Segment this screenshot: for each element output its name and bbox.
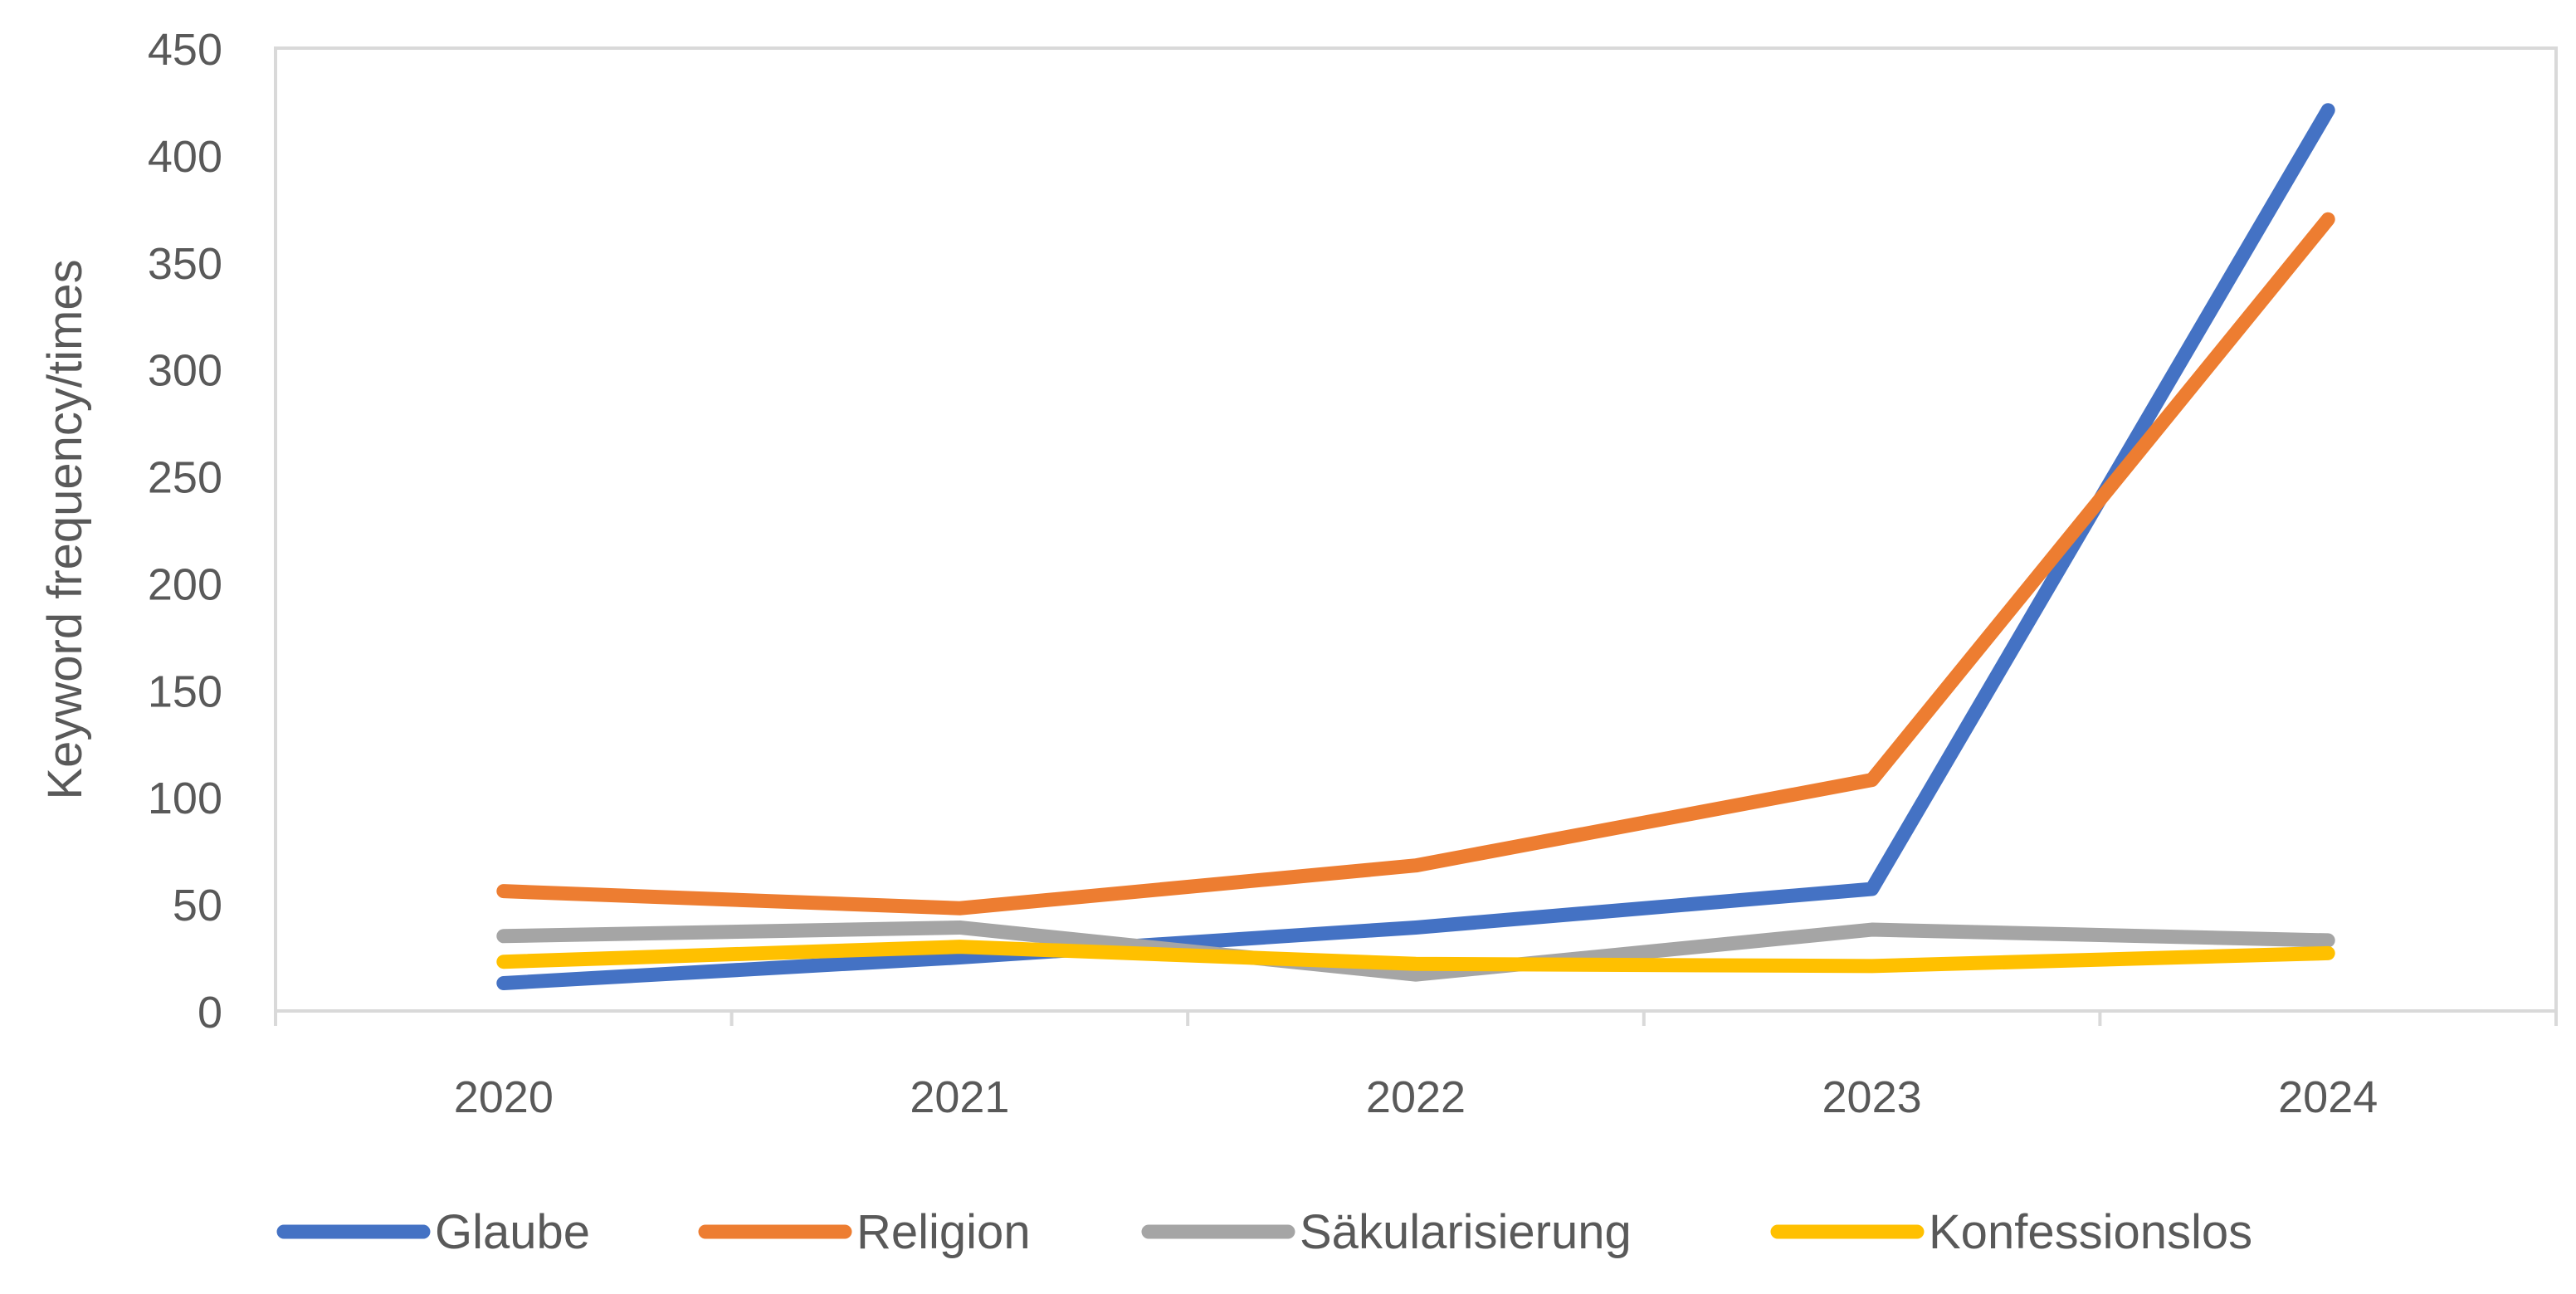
legend-label: Religion (856, 1205, 1031, 1259)
y-axis-label: Keyword frequency/times (38, 259, 92, 799)
x-tick-label: 2020 (454, 1072, 554, 1122)
x-tick-label: 2024 (2278, 1072, 2378, 1122)
y-tick-label: 100 (148, 774, 222, 823)
legend-label: Konfessionslos (1929, 1205, 2252, 1259)
legend-label: Säkularisierung (1300, 1205, 1632, 1259)
x-tick-label: 2022 (1366, 1072, 1466, 1122)
series-line-religion (496, 212, 2335, 916)
y-tick-label: 350 (148, 239, 222, 289)
legend-label: Glaube (435, 1205, 590, 1259)
y-tick-label: 300 (148, 346, 222, 396)
y-tick-label: 450 (148, 25, 222, 75)
y-tick-label: 400 (148, 132, 222, 182)
x-tick-label: 2023 (1822, 1072, 1922, 1122)
series-line-glaube (496, 103, 2335, 990)
x-tick-label: 2021 (910, 1072, 1009, 1122)
y-tick-label: 200 (148, 559, 222, 609)
legend-item: Konfessionslos (1770, 1205, 2252, 1259)
series-line-säkularisierung (496, 920, 2335, 982)
y-tick-label: 150 (148, 667, 222, 716)
plot-area (274, 46, 2558, 1013)
legend-item: Religion (698, 1205, 1031, 1259)
y-tick-label: 50 (173, 881, 222, 930)
legend-item: Säkularisierung (1141, 1205, 1632, 1259)
legend-item: Glaube (276, 1205, 590, 1259)
y-axis: 0 50 100 150 200 250 300 350 400 450 (148, 25, 222, 1038)
y-tick-label: 250 (148, 453, 222, 503)
series-line-konfessionslos (496, 940, 2335, 974)
y-tick-label: 0 (198, 988, 222, 1038)
x-axis: 2020 2021 2022 2023 2024 (274, 1011, 2558, 1122)
legend: Glaube Religion Säkularisierung Konfessions… (276, 1205, 2252, 1259)
series-lines (496, 103, 2335, 990)
